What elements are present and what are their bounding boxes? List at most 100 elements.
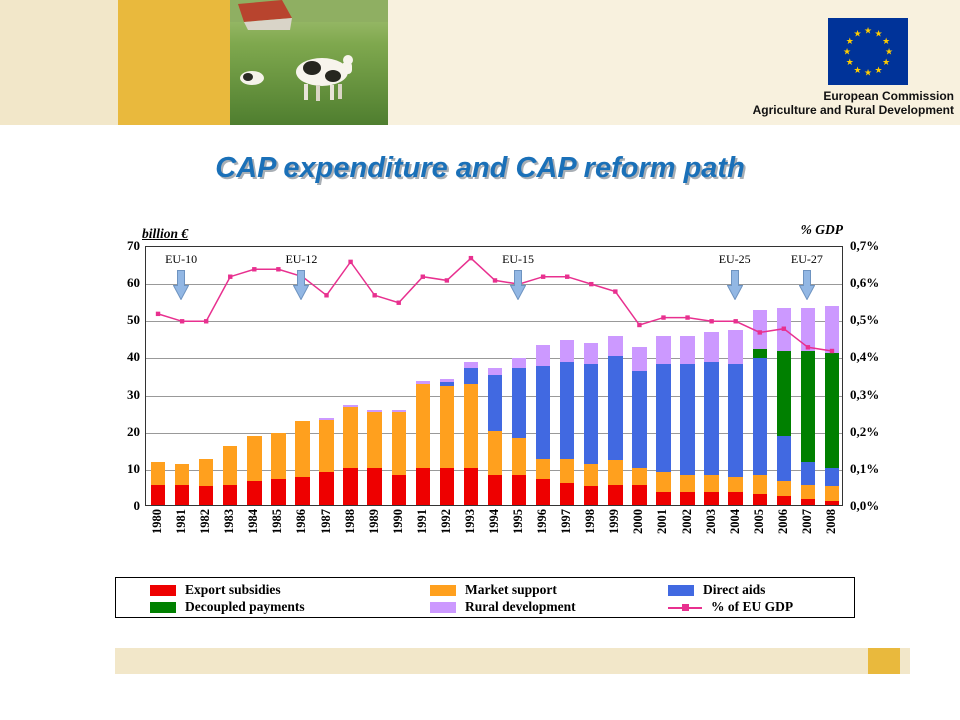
bar-segment <box>198 486 214 505</box>
bar-segment <box>776 480 792 496</box>
x-axis-year-label: 1981 <box>174 509 189 534</box>
legend-label: Rural development <box>465 599 576 614</box>
bar-segment <box>632 484 647 505</box>
right-axis-tick-label: 0,7% <box>850 238 880 253</box>
x-axis-year-label: 1986 <box>294 509 309 534</box>
enlargement-label: EU-12 <box>285 252 318 266</box>
bar-segment <box>463 367 479 385</box>
y-axis-tick-label: 60 <box>127 275 140 291</box>
cow <box>296 55 353 101</box>
bar-segment <box>223 445 238 485</box>
x-axis-year-label: 1984 <box>246 509 261 534</box>
bar-segment <box>704 332 719 362</box>
x-axis-year-label: 2000 <box>631 509 646 534</box>
plot-area <box>145 246 843 506</box>
svg-text:★: ★ <box>853 29 861 39</box>
bar-segment <box>391 475 406 505</box>
bar-segment <box>656 363 671 472</box>
x-axis-year-label: 2008 <box>823 509 838 534</box>
bar-segment <box>608 356 623 461</box>
legend-item-direct-aids: Direct aids <box>668 582 854 598</box>
x-axis-year-label: 1994 <box>487 509 501 534</box>
barn-roof <box>238 0 292 22</box>
legend-label: % of EU GDP <box>711 599 794 614</box>
x-axis-year-label: 1987 <box>318 509 333 534</box>
down-arrow-icon <box>172 270 190 301</box>
bar-segment <box>415 467 430 505</box>
svg-text:★: ★ <box>843 47 851 57</box>
x-axis-year-label: 1992 <box>438 509 453 534</box>
y-axis-tick-label: 0 <box>133 498 141 513</box>
footer-gold-square <box>868 648 900 674</box>
x-axis-year-label: 1998 <box>583 509 598 534</box>
x-axis-year-label: 1999 <box>607 509 622 534</box>
bar-segment <box>511 367 527 439</box>
bar-segment <box>463 384 479 468</box>
bar-segment <box>223 484 238 505</box>
eu-flag-logo: ★ ★★★★★★★★★★★ <box>828 18 908 85</box>
bar-segment <box>391 410 406 413</box>
svg-text:★: ★ <box>874 29 882 39</box>
right-axis-tick-label: 0,6% <box>850 275 880 291</box>
bar-segment <box>319 419 334 472</box>
bar-segment <box>559 458 575 483</box>
down-arrow-icon <box>509 270 527 301</box>
bar-segment <box>198 458 214 487</box>
bar-segment <box>728 330 743 364</box>
bar-segment <box>295 477 310 505</box>
y-axis-tick-label: 50 <box>127 312 140 328</box>
svg-text:★: ★ <box>864 26 872 36</box>
legend-swatch-export-subsidies <box>150 584 176 596</box>
bar-segment <box>680 492 695 505</box>
x-axis-year-label: 1982 <box>198 509 213 534</box>
x-axis-year-label: 1988 <box>342 509 357 534</box>
x-axis-year-label: 1985 <box>270 509 285 534</box>
bar-segment <box>824 486 840 502</box>
svg-text:★: ★ <box>846 36 854 46</box>
x-axis-year-label: 2002 <box>679 509 694 534</box>
bar-segment <box>439 386 455 468</box>
bar-segment <box>800 462 816 485</box>
bar-segment <box>800 484 816 500</box>
bar-segment <box>559 482 575 505</box>
bar-segment <box>824 501 840 505</box>
down-arrow-icon <box>798 270 816 301</box>
right-axis-tick-label: 0,4% <box>850 349 880 365</box>
right-axis-tick-label: 0,1% <box>850 460 880 476</box>
header-band-gold <box>118 0 230 125</box>
y-axis-tick-label: 10 <box>127 460 140 476</box>
x-axis-year-label: 2001 <box>655 509 670 534</box>
bar-segment <box>439 382 455 387</box>
bar-segment <box>511 438 527 476</box>
x-axis-year-label: 2006 <box>775 509 790 534</box>
gdp-marker-sample <box>682 603 689 611</box>
bar-segment <box>656 471 671 492</box>
x-axis-year-label: 2007 <box>799 509 814 534</box>
legend-label: Export subsidies <box>185 582 281 597</box>
bar-segment <box>511 358 527 368</box>
bar-segment <box>247 480 262 505</box>
bar-segment <box>656 492 671 505</box>
svg-text:★: ★ <box>882 36 890 46</box>
bar-segment <box>367 467 382 505</box>
legend-label: Market support <box>465 582 557 597</box>
bar-segment <box>271 432 286 479</box>
header-photo-cows <box>230 0 388 125</box>
bar-segment <box>343 404 358 407</box>
right-axis-title: % GDP <box>800 222 843 237</box>
bar-segment <box>632 467 647 485</box>
x-axis-year-label: 1980 <box>150 509 165 534</box>
bar-segment <box>150 462 166 485</box>
x-axis-year-label: 1997 <box>559 509 574 534</box>
bar-segment <box>319 471 334 505</box>
down-arrow-icon <box>293 270 310 301</box>
left-axis-title: billion € <box>142 226 189 241</box>
bar-segment <box>800 308 816 351</box>
bar-segment <box>535 345 551 366</box>
bar-segment <box>824 352 840 468</box>
bar-segment <box>584 343 599 364</box>
org-name-line2: Agriculture and Rural Development <box>752 103 954 117</box>
svg-text:★: ★ <box>864 68 872 78</box>
bar-segment <box>728 363 743 478</box>
